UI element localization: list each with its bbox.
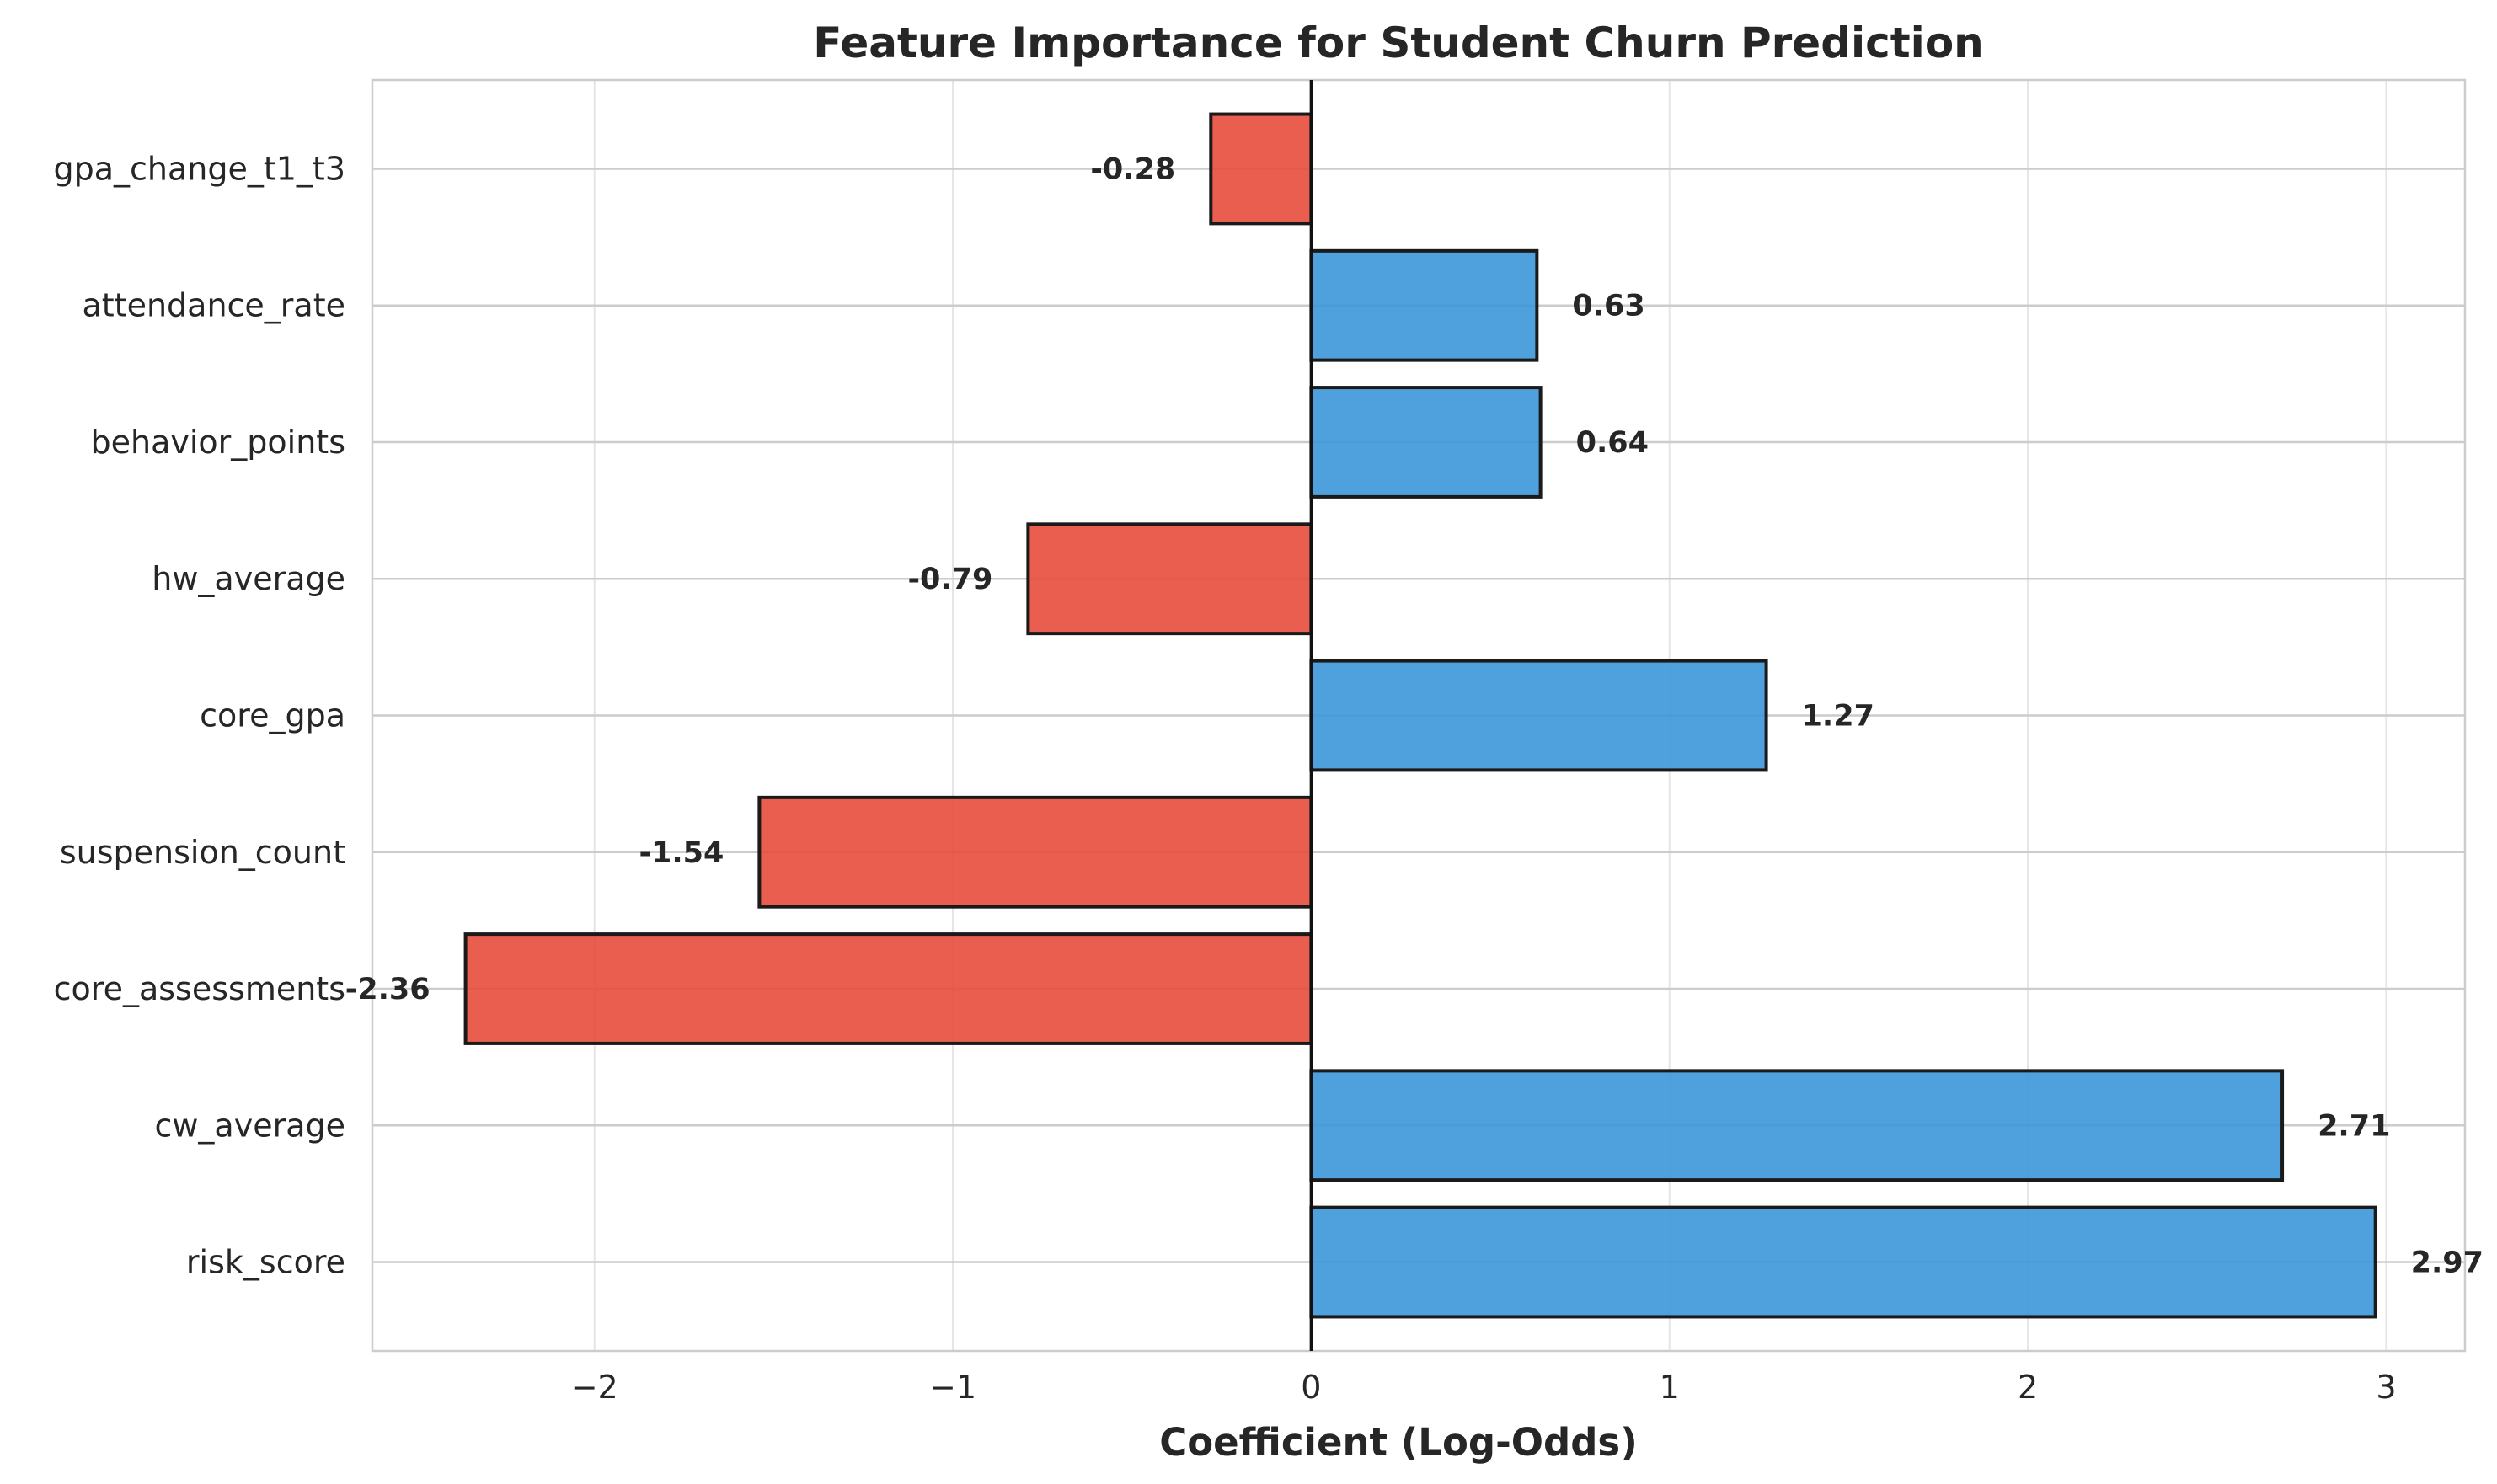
value-label-hw_average: -0.79: [907, 563, 992, 596]
y-tick-label-risk_score: risk_score: [186, 1244, 345, 1281]
x-tick-label-3: 1: [1660, 1369, 1680, 1406]
plot-area: -0.28 0.63 0.64 -0.79 1.27 -1.54 -2.36 2.71 2.97…: [53, 78, 2484, 1406]
y-tick-label-gpa_change_t1_t3: gpa_change_t1_t3: [53, 150, 345, 187]
bar-behavior_points: [1309, 386, 1543, 499]
x-tick-label-4: 2: [2018, 1369, 2038, 1406]
value-label-gpa_change_t1_t3: -0.28: [1090, 152, 1175, 186]
value-label-cw_average: 2.71: [2318, 1109, 2390, 1143]
x-tick-label-0: −2: [571, 1369, 618, 1406]
bar-attendance_rate: [1309, 248, 1539, 362]
x-tick-label-5: 3: [2376, 1369, 2396, 1406]
value-label-attendance_rate: 0.63: [1572, 290, 1644, 323]
y-tick-label-cw_average: cw_average: [154, 1107, 345, 1144]
value-label-risk_score: 2.97: [2411, 1246, 2484, 1280]
x-tick-label-2: 0: [1301, 1369, 1321, 1406]
y-tick-label-suspension_count: suspension_count: [60, 834, 345, 871]
plot-frame: [371, 78, 2467, 1353]
y-tick-label-behavior_points: behavior_points: [91, 424, 346, 461]
bar-core_assessments: [463, 932, 1313, 1045]
x-axis-title: Coefficient (Log-Odds): [1159, 1420, 1638, 1465]
x-tick-label-1: −1: [929, 1369, 976, 1406]
y-tick-label-core_assessments: core_assessments: [54, 970, 345, 1007]
y-tick-label-hw_average: hw_average: [152, 560, 345, 597]
value-label-behavior_points: 0.64: [1576, 426, 1649, 460]
bar-suspension_count: [757, 795, 1313, 909]
value-label-core_assessments: -2.36: [345, 973, 430, 1006]
value-label-suspension_count: -1.54: [639, 836, 724, 870]
bar-cw_average: [1309, 1069, 2285, 1182]
bar-risk_score: [1309, 1205, 2377, 1319]
value-label-core_gpa: 1.27: [1802, 700, 1874, 734]
chart-title: Feature Importance for Student Churn Pre…: [813, 19, 1984, 67]
y-tick-label-attendance_rate: attendance_rate: [83, 287, 346, 324]
bar-core_gpa: [1309, 659, 1768, 772]
bar-hw_average: [1026, 522, 1313, 636]
bar-gpa_change_t1_t3: [1209, 112, 1313, 226]
y-tick-label-core_gpa: core_gpa: [200, 697, 345, 734]
